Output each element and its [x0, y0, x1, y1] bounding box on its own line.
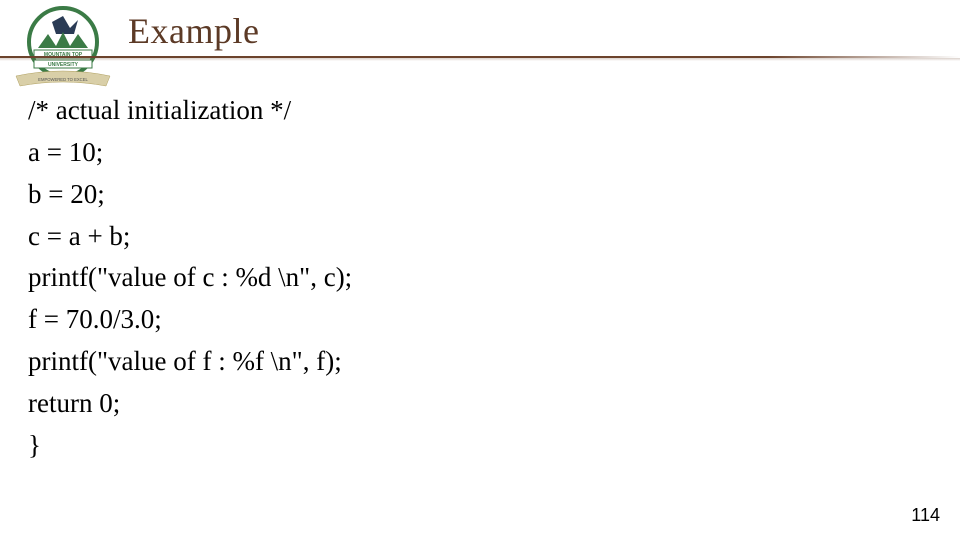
code-line: } [28, 425, 352, 467]
title-underline [0, 56, 960, 62]
slide-title: Example [128, 10, 259, 52]
code-line: b = 20; [28, 174, 352, 216]
code-line: printf("value of c : %d \n", c); [28, 257, 352, 299]
svg-text:EMPOWERED TO EXCEL: EMPOWERED TO EXCEL [38, 77, 88, 82]
code-line: /* actual initialization */ [28, 90, 352, 132]
page-number: 114 [911, 505, 940, 526]
code-line: a = 10; [28, 132, 352, 174]
code-line: return 0; [28, 383, 352, 425]
code-line: printf("value of f : %f \n", f); [28, 341, 352, 383]
code-line: f = 70.0/3.0; [28, 299, 352, 341]
university-logo-icon: MOUNTAIN TOP UNIVERSITY EMPOWERED TO EXC… [8, 4, 118, 94]
svg-text:UNIVERSITY: UNIVERSITY [48, 62, 79, 68]
code-line: c = a + b; [28, 216, 352, 258]
code-block: /* actual initialization */ a = 10; b = … [28, 90, 352, 467]
